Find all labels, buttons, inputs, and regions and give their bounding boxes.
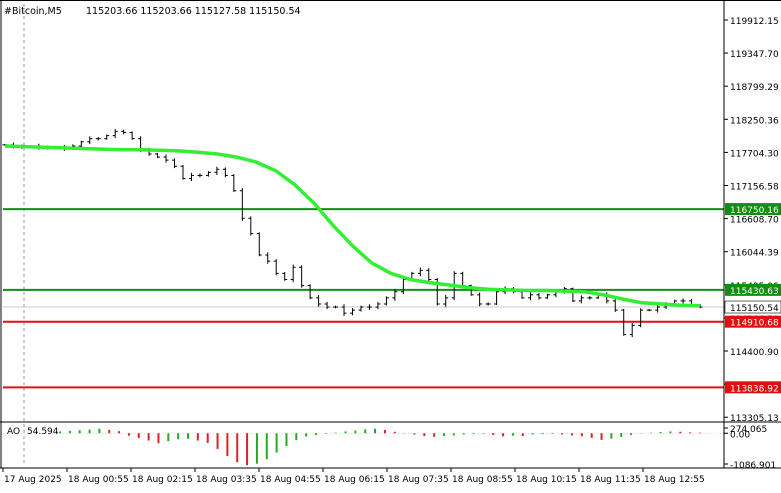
price-tick-label: 119912.15 (730, 17, 779, 27)
ao-tick-label: -1086.901 (730, 461, 776, 471)
price-tick-label: 117156.58 (730, 183, 779, 193)
current-price-label: 115150.54 (730, 304, 779, 314)
moving-average-line (4, 144, 701, 308)
ao-tick-label: 0.00 (730, 430, 750, 440)
price-bar (358, 305, 364, 312)
price-bar (485, 302, 491, 306)
price-bar (578, 295, 584, 304)
price-bar (95, 136, 101, 141)
time-tick-label: 18 Aug 11:35 (580, 475, 641, 485)
price-bar (163, 154, 169, 163)
price-bar (256, 232, 262, 257)
time-tick-label: 18 Aug 07:35 (388, 475, 449, 485)
price-bar (231, 174, 237, 192)
price-bar (180, 165, 186, 180)
price-bar (544, 293, 550, 299)
price-bar (248, 216, 254, 236)
price-bar (265, 252, 271, 264)
level-price-label: 115430.63 (730, 287, 779, 297)
price-tick-label: 117704.30 (730, 149, 779, 159)
time-tick-label: 18 Aug 08:55 (452, 475, 513, 485)
price-bar (527, 292, 533, 301)
price-bar (477, 292, 483, 307)
ao-value: 54.594 (27, 427, 59, 437)
price-bar (646, 308, 652, 312)
price-tick-label: 114400.90 (730, 348, 779, 358)
time-tick-label: 17 Aug 2025 (4, 475, 62, 485)
price-bar (612, 299, 618, 312)
price-bar (536, 293, 542, 300)
price-bar (87, 136, 93, 145)
price-bar (621, 308, 627, 336)
price-tick-label: 118799.29 (730, 83, 779, 93)
price-bar (426, 268, 432, 282)
price-bar (655, 304, 661, 313)
price-bar (350, 308, 355, 316)
price-bar (494, 290, 500, 305)
price-bar (587, 296, 593, 300)
time-tick-label: 18 Aug 06:15 (324, 475, 385, 485)
price-bar (366, 304, 372, 310)
price-bar (222, 167, 228, 178)
price-bar (417, 267, 423, 277)
price-bar (324, 301, 330, 310)
time-tick-label: 18 Aug 04:55 (260, 475, 321, 485)
ohlc-readout: 115203.66 115203.66 115127.58 115150.54 (86, 6, 301, 17)
price-bar (333, 305, 339, 309)
time-tick-label: 18 Aug 02:15 (132, 475, 193, 485)
price-bar (638, 308, 644, 328)
price-bar (443, 294, 449, 307)
price-tick-label: 119347.70 (730, 50, 779, 60)
price-bar (197, 173, 203, 178)
time-tick-label: 18 Aug 00:55 (68, 475, 129, 485)
price-bar (104, 134, 110, 140)
price-bar (121, 129, 127, 135)
level-price-label: 113838.92 (730, 384, 779, 394)
price-bar (392, 288, 398, 301)
price-bar (316, 295, 322, 307)
price-bar (341, 304, 347, 316)
price-tick-label: 113305.13 (730, 414, 779, 424)
ao-tick-label: 274.065 (730, 425, 767, 435)
level-price-tag (725, 381, 781, 394)
price-bar (282, 272, 288, 281)
time-tick-label: 18 Aug 10:15 (516, 475, 577, 485)
price-tick-label: 118250.36 (730, 116, 779, 126)
price-bar (290, 264, 296, 283)
price-bar (205, 171, 211, 177)
price-bar (307, 284, 313, 300)
price-bar (78, 140, 84, 148)
price-bar (155, 152, 161, 159)
level-price-tag (725, 203, 781, 216)
price-bar (375, 301, 381, 310)
price-bar (629, 322, 635, 338)
price-bar (172, 158, 178, 169)
current-price-tag (724, 300, 781, 314)
price-bar (188, 172, 194, 182)
time-tick-label: 18 Aug 12:55 (644, 475, 705, 485)
level-price-tag (725, 283, 781, 296)
price-bar (129, 131, 135, 140)
price-bar (214, 166, 220, 175)
price-bar (239, 188, 245, 221)
price-bar (112, 128, 118, 139)
level-price-tag (725, 315, 781, 328)
time-tick-label: 18 Aug 03:35 (196, 475, 257, 485)
price-bar (680, 298, 686, 304)
price-bar (273, 259, 279, 276)
price-tick-label: 116044.39 (730, 249, 779, 259)
symbol-label: #Bitcoin,M5 (4, 6, 62, 17)
level-price-label: 114910.68 (730, 319, 779, 329)
price-bar (383, 296, 389, 306)
price-tick-label: 116608.70 (730, 216, 779, 226)
level-price-label: 116750.16 (730, 206, 779, 216)
price-bar (299, 265, 305, 288)
ao-name: AO (7, 427, 20, 437)
